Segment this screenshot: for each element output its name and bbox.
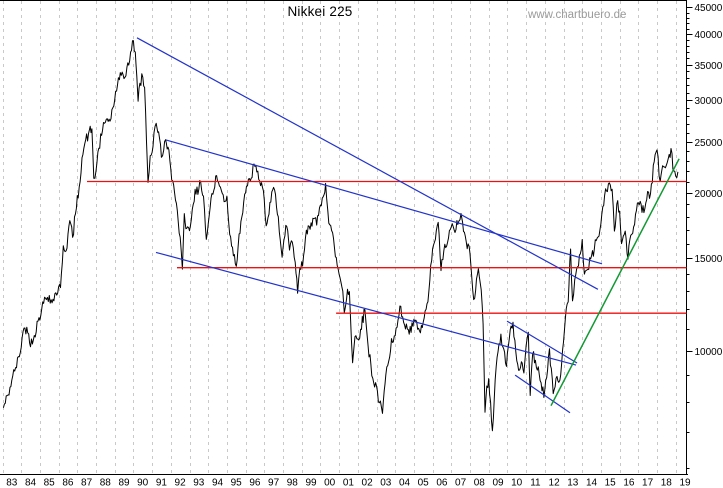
svg-text:89: 89 (118, 478, 130, 488)
svg-text:85: 85 (44, 478, 56, 488)
svg-text:06: 06 (436, 478, 448, 488)
trendline-primary-downtrend (136, 37, 599, 290)
svg-text:90: 90 (137, 478, 149, 488)
svg-text:45000: 45000 (695, 3, 723, 14)
trendline-wedge-lower (514, 374, 571, 414)
svg-text:20000: 20000 (695, 189, 723, 200)
svg-text:92: 92 (175, 478, 187, 488)
svg-text:25000: 25000 (695, 138, 723, 149)
watermark: www.chartbuero.de (528, 9, 627, 21)
svg-text:94: 94 (212, 478, 224, 488)
svg-text:14: 14 (586, 478, 598, 488)
svg-text:15000: 15000 (695, 254, 723, 265)
svg-text:10: 10 (511, 478, 523, 488)
svg-text:98: 98 (287, 478, 299, 488)
svg-text:18: 18 (661, 478, 673, 488)
svg-text:16: 16 (623, 478, 635, 488)
svg-text:05: 05 (418, 478, 430, 488)
svg-text:97: 97 (268, 478, 280, 488)
svg-text:93: 93 (193, 478, 205, 488)
svg-text:03: 03 (380, 478, 392, 488)
svg-text:15: 15 (605, 478, 617, 488)
svg-text:08: 08 (474, 478, 486, 488)
svg-text:10000: 10000 (695, 347, 723, 358)
svg-text:95: 95 (231, 478, 243, 488)
svg-text:13: 13 (567, 478, 579, 488)
trendline-uptrend (550, 158, 680, 407)
y-axis-ticks (686, 7, 693, 469)
svg-text:35000: 35000 (695, 61, 723, 72)
svg-text:91: 91 (156, 478, 168, 488)
svg-text:83: 83 (6, 478, 18, 488)
y-axis-labels: 10000 15000 20000 25000 30000 35000 40000 45000 (695, 3, 723, 358)
svg-text:96: 96 (249, 478, 261, 488)
svg-text:88: 88 (100, 478, 112, 488)
trend-lines (136, 37, 680, 414)
year-gridlines (3, 1, 677, 474)
svg-text:12: 12 (549, 478, 561, 488)
svg-text:30000: 30000 (695, 96, 723, 107)
price-series (2, 40, 679, 432)
svg-text:17: 17 (642, 478, 654, 488)
svg-text:02: 02 (362, 478, 374, 488)
trendline-lower-downtrend (155, 251, 577, 366)
svg-text:09: 09 (492, 478, 504, 488)
trendline-wedge-upper (506, 320, 578, 364)
svg-text:04: 04 (399, 478, 411, 488)
svg-text:86: 86 (62, 478, 74, 488)
svg-text:01: 01 (343, 478, 355, 488)
svg-text:84: 84 (25, 478, 37, 488)
chart-frame (0, 0, 688, 475)
x-axis-labels: 83 84 85 86 87 88 89 90 91 92 93 94 95 96 97 98 99 00 01 02… (6, 478, 691, 488)
svg-text:99: 99 (305, 478, 317, 488)
svg-text:07: 07 (455, 478, 467, 488)
chart-title: Nikkei 225 (287, 4, 353, 19)
svg-text:00: 00 (324, 478, 336, 488)
svg-text:19: 19 (679, 478, 691, 488)
svg-text:87: 87 (81, 478, 93, 488)
support-lines (87, 180, 687, 314)
svg-text:11: 11 (530, 478, 541, 488)
trendline-secondary-downtrend (165, 139, 603, 265)
svg-text:40000: 40000 (695, 30, 723, 41)
